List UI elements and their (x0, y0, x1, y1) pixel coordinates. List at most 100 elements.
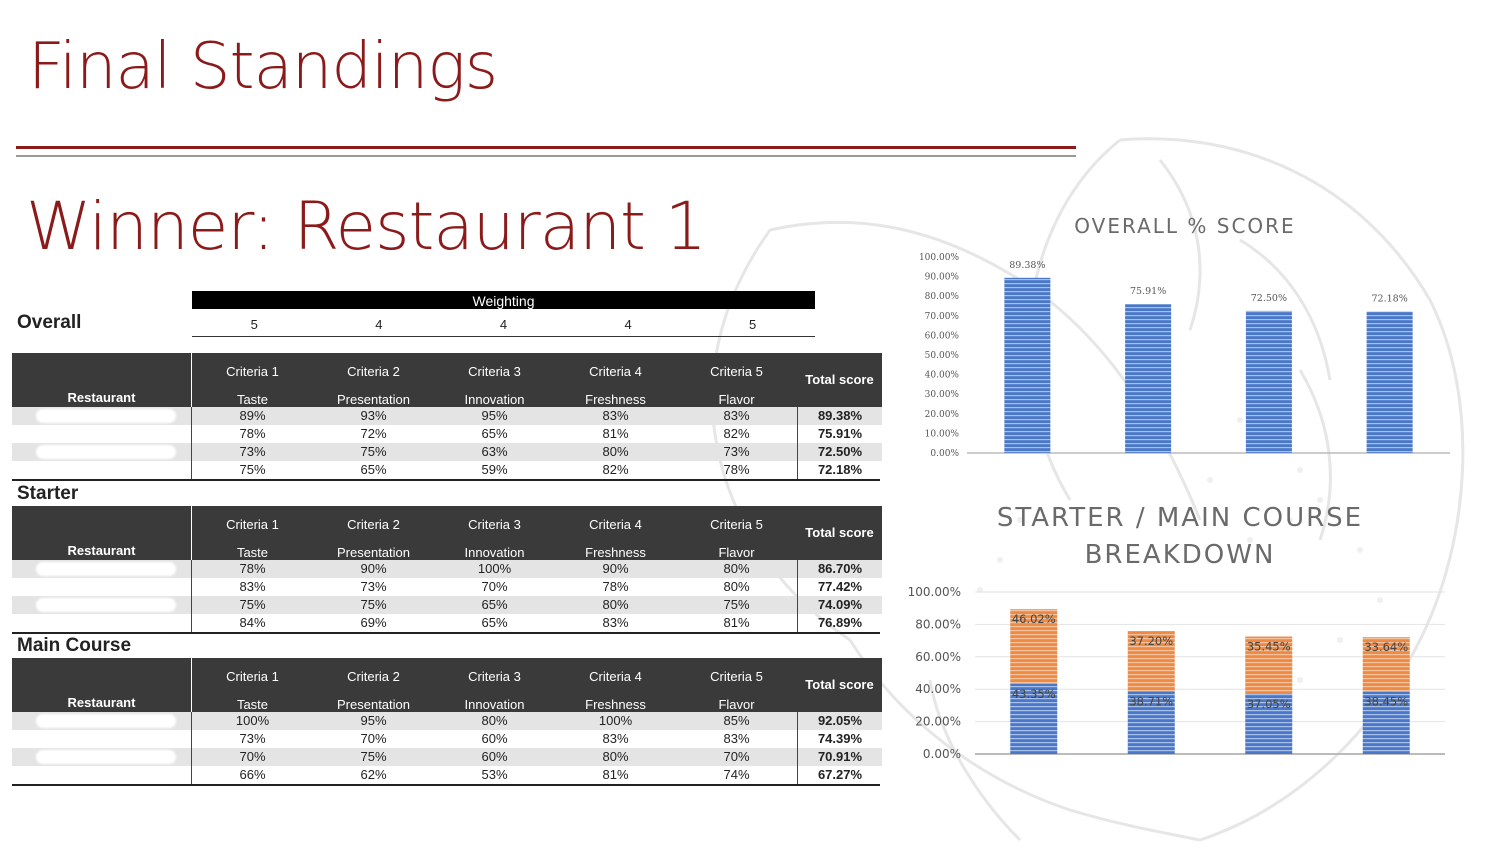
page-title: Final Standings (28, 30, 498, 104)
criteria-column-header: Criteria 4 Freshness (555, 506, 676, 560)
table-row: 75% 65% 59% 82% 78% 72.18% (12, 461, 882, 479)
criteria-descriptor: Innovation (464, 697, 525, 712)
score-cell: 73% (360, 579, 387, 594)
bar-starter (1362, 691, 1410, 754)
y-tick-label: 0.00% (930, 449, 959, 459)
score-cell: 65% (481, 597, 508, 612)
criteria-column-header: Criteria 5 Flavor (676, 506, 797, 560)
score-cell: 73% (239, 444, 266, 459)
score-cell: 65% (481, 615, 508, 630)
score-cell: 90% (360, 561, 387, 576)
score-cell: 82% (723, 426, 750, 441)
score-cell: 85% (723, 713, 750, 728)
score-cell: 93% (360, 408, 387, 423)
criteria-name: Criteria 3 (468, 364, 521, 379)
total-score-cell: 70.91% (797, 748, 882, 766)
table-header: Restaurant Criteria 1 Taste Criteria 2 Prese… (12, 506, 882, 560)
criteria-descriptor: Flavor (718, 392, 755, 407)
overall-score-chart: 0.00% 10.00% 20.00% 30.00% 40.00% 50.00% 60.00… (919, 253, 1450, 459)
total-score-header: Total score (805, 372, 874, 387)
criteria-column-header: Criteria 1 Taste (192, 658, 313, 712)
score-cell: 75% (360, 749, 387, 764)
y-tick-label: 20.00% (925, 410, 960, 420)
y-tick-label: 100.00% (919, 253, 959, 263)
weight-value: 5 (749, 317, 757, 332)
score-cell: 70% (239, 749, 266, 764)
score-cell: 78% (239, 561, 266, 576)
criteria-descriptor: Freshness (585, 545, 646, 560)
score-cell: 53% (481, 767, 508, 782)
weight-value: 4 (624, 317, 632, 332)
criteria-column-header: Criteria 4 Freshness (555, 353, 676, 407)
score-cell: 65% (481, 426, 508, 441)
score-cell: 100% (235, 713, 270, 728)
total-score-cell: 75.91% (797, 425, 882, 443)
table-row: 70% 75% 60% 80% 70% 70.91% (12, 748, 882, 766)
chart-title-breakdown: STARTER / MAIN COURSE BREAKDOWN (996, 503, 1364, 570)
redacted-restaurant-name (12, 560, 192, 578)
score-cell: 80% (602, 597, 629, 612)
bar-main-course (1362, 637, 1410, 692)
score-cell: 75% (360, 597, 387, 612)
score-cell: 59% (481, 462, 508, 477)
score-cell: 82% (602, 462, 629, 477)
y-tick-label: 40.00% (925, 371, 960, 381)
total-score-cell: 92.05% (797, 712, 882, 730)
table-header: Restaurant Criteria 1 Taste Criteria 2 Prese… (12, 658, 882, 712)
table-row: 73% 75% 63% 80% 73% 72.50% (12, 443, 882, 461)
criteria-descriptor: Taste (236, 545, 269, 560)
score-cell: 100% (477, 561, 512, 576)
criteria-name: Criteria 2 (347, 364, 400, 379)
bar-data-label: 37.05% (1247, 697, 1291, 711)
criteria-descriptor: Innovation (464, 545, 525, 560)
weight-value: 4 (375, 317, 383, 332)
total-score-header: Total score (805, 525, 874, 540)
criteria-name: Criteria 1 (226, 364, 279, 379)
bar-starter (1245, 693, 1293, 754)
starter-scores-table: Restaurant Criteria 1 Taste Criteria 2 Prese… (12, 506, 882, 634)
criteria-descriptor: Taste (236, 392, 269, 407)
score-cell: 78% (239, 426, 266, 441)
criteria-descriptor: Presentation (337, 545, 410, 560)
table-row: 66% 62% 53% 81% 74% 67.27% (12, 766, 882, 784)
section-label-main-course: Main Course (17, 635, 132, 656)
total-score-cell: 74.09% (797, 596, 882, 614)
table-row: 89% 93% 95% 83% 83% 89.38% (12, 407, 882, 425)
bar-data-label: 35.45% (1247, 640, 1291, 654)
criteria-descriptor: Freshness (585, 697, 646, 712)
redacted-restaurant-name (12, 596, 192, 614)
criteria-descriptor: Presentation (337, 697, 410, 712)
bar-data-label: 43.35% (1012, 687, 1056, 701)
score-cell: 72% (360, 426, 387, 441)
criteria-column-header: Criteria 2 Presentation (313, 506, 434, 560)
title-divider (16, 146, 1076, 149)
total-score-cell: 89.38% (797, 407, 882, 425)
section-label-overall: Overall (17, 312, 82, 333)
score-cell: 80% (723, 579, 750, 594)
score-cell: 75% (360, 444, 387, 459)
redacted-restaurant-name (12, 748, 192, 766)
criteria-column-header: Criteria 3 Innovation (434, 658, 555, 712)
score-cell: 69% (360, 615, 387, 630)
score-cell: 83% (723, 408, 750, 423)
weighting-header: Weighting (192, 291, 815, 309)
score-cell: 74% (723, 767, 750, 782)
y-tick-label: 90.00% (925, 273, 960, 283)
score-cell: 80% (602, 749, 629, 764)
bar-overall-score (1366, 311, 1413, 453)
bar-data-label: 46.02% (1012, 612, 1056, 626)
criteria-descriptor: Flavor (718, 697, 755, 712)
score-cell: 70% (481, 579, 508, 594)
score-cell: 83% (602, 408, 629, 423)
criteria-column-header: Criteria 4 Freshness (555, 658, 676, 712)
criteria-name: Criteria 5 (710, 364, 763, 379)
total-score-cell: 77.42% (797, 578, 882, 596)
bar-data-label: 33.64% (1364, 640, 1408, 654)
table-row: 83% 73% 70% 78% 80% 77.42% (12, 578, 882, 596)
bar-overall-score (1004, 277, 1051, 453)
score-cell: 83% (239, 579, 266, 594)
y-tick-label: 60.00% (925, 331, 960, 341)
bar-data-label: 89.38% (1009, 260, 1045, 271)
total-score-cell: 72.18% (797, 461, 882, 479)
y-tick-label: 100.00% (908, 585, 961, 599)
